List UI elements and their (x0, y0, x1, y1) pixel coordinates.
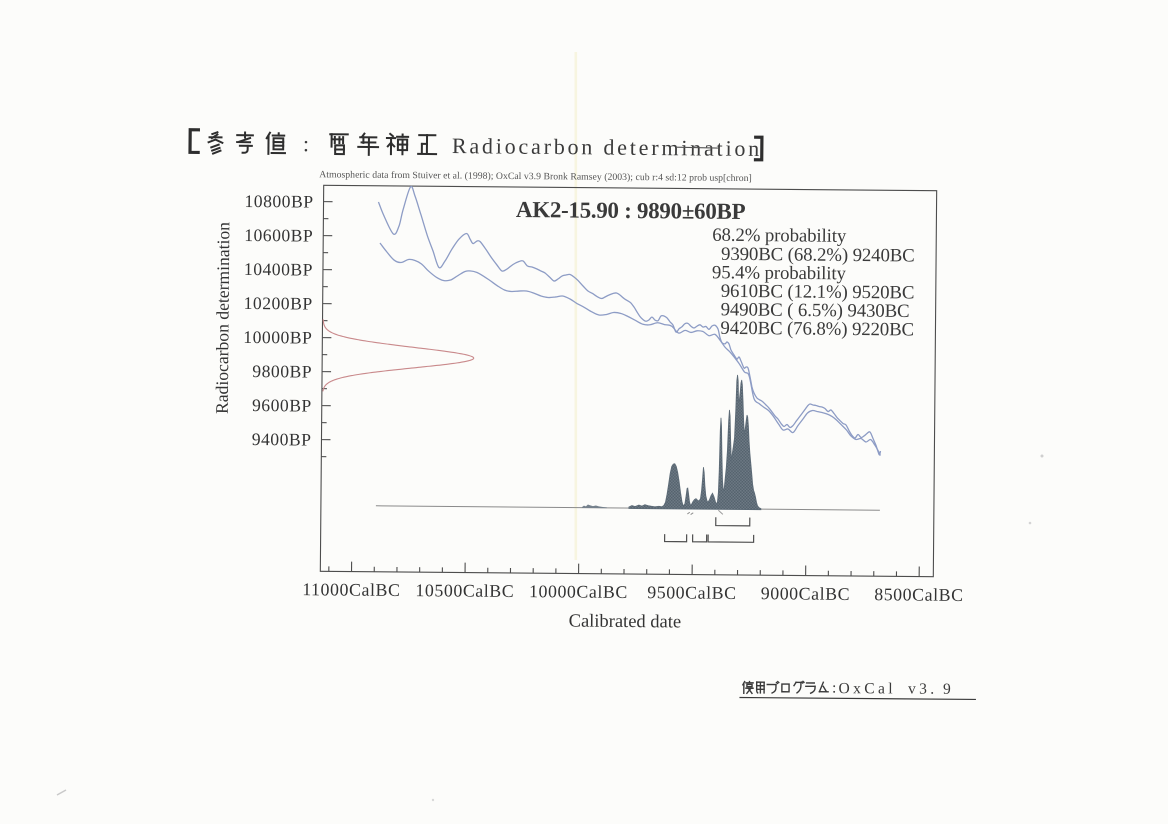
svg-text:9600BP: 9600BP (252, 395, 312, 416)
svg-text:10800BP: 10800BP (244, 191, 313, 212)
svg-text:9610BC (12.1%) 9520BC: 9610BC (12.1%) 9520BC (721, 281, 915, 304)
svg-text:10200BP: 10200BP (244, 293, 313, 314)
svg-text:9000CalBC: 9000CalBC (761, 583, 851, 604)
svg-text:9500CalBC: 9500CalBC (647, 582, 737, 603)
svg-text:8500CalBC: 8500CalBC (874, 584, 964, 605)
svg-text:10500CalBC: 10500CalBC (415, 580, 514, 601)
svg-text:10000CalBC: 10000CalBC (529, 581, 628, 602)
svg-text:9490BC ( 6.5%) 9430BC: 9490BC ( 6.5%) 9430BC (721, 299, 910, 322)
svg-text:9: 9 (943, 681, 951, 698)
svg-text:9420BC (76.8%) 9220BC: 9420BC (76.8%) 9220BC (720, 318, 914, 341)
svg-text:Atmospheric data from Stuiver: Atmospheric data from Stuiver et al. (19… (319, 169, 752, 184)
svg-text:Calibrated date: Calibrated date (569, 611, 682, 632)
svg-text:9400BP: 9400BP (252, 429, 312, 450)
svg-text::: : (832, 680, 836, 697)
svg-text:AK2-15.90 : 9890±60BP: AK2-15.90 : 9890±60BP (516, 197, 746, 224)
svg-text:Radiocarbon determination: Radiocarbon determination (452, 133, 762, 161)
svg-text:Radiocarbon determination: Radiocarbon determination (212, 222, 234, 414)
svg-text:68.2% probability: 68.2% probability (712, 225, 847, 247)
svg-text:10400BP: 10400BP (244, 259, 313, 280)
svg-text:9800BP: 9800BP (252, 361, 312, 382)
svg-text:11000CalBC: 11000CalBC (302, 579, 400, 600)
svg-text:95.4% probability: 95.4% probability (712, 262, 847, 284)
svg-text:9390BC (68.2%) 9240BC: 9390BC (68.2%) 9240BC (721, 244, 915, 267)
svg-text:10000BP: 10000BP (243, 327, 312, 348)
svg-text:10600BP: 10600BP (244, 225, 313, 246)
svg-text::: : (303, 131, 312, 156)
svg-text:OxCal: OxCal (838, 680, 896, 697)
svg-text:v3.: v3. (908, 681, 938, 698)
